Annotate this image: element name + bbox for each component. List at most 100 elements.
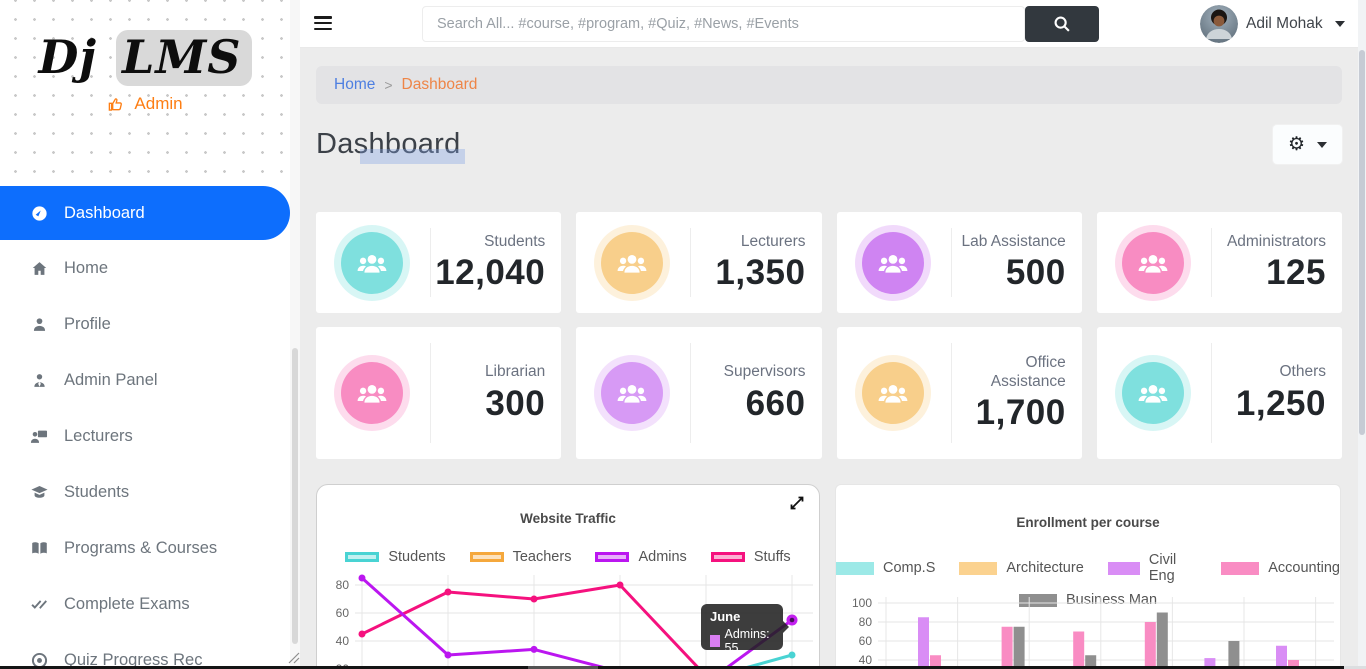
stat-label: Office Assistance	[990, 353, 1066, 390]
person-icon	[33, 317, 46, 331]
legend-label: Students	[388, 549, 446, 565]
avatar[interactable]	[1200, 5, 1238, 43]
legend-label: Stuffs	[753, 549, 791, 565]
legend-item-stuffs[interactable]: Stuffs	[710, 549, 791, 565]
stat-card-administrators: Administrators 125	[1096, 212, 1342, 313]
stat-card-lecturers: Lecturers 1,350	[576, 212, 822, 313]
sidebar-header: Dj LMS Admin	[0, 0, 290, 186]
users-group-icon	[878, 254, 907, 273]
users-group-icon	[861, 231, 924, 294]
stat-icon-halo	[854, 355, 931, 431]
legend-swatch	[1221, 561, 1260, 575]
stat-icon-halo	[594, 224, 671, 301]
users-group-icon	[1138, 385, 1168, 403]
stat-divider	[950, 228, 952, 297]
search-icon	[1054, 16, 1070, 32]
svg-text:40: 40	[859, 653, 873, 667]
sidebar-scrollbar[interactable]	[290, 0, 300, 669]
stat-card-office-assistance: Office Assistance 1,700	[836, 327, 1082, 459]
legend-label: Business Man	[1065, 592, 1158, 608]
users-group-icon	[617, 385, 647, 403]
legend-swatch	[595, 552, 630, 562]
stat-label: Administrators	[1226, 232, 1326, 250]
bottom-edge-segment	[528, 666, 598, 669]
sidebar-item-label: Home	[64, 258, 109, 277]
window-scrollbar-thumb[interactable]	[1359, 50, 1365, 435]
stat-card-librarian: Librarian 300	[316, 327, 562, 459]
stat-divider	[690, 343, 692, 443]
legend-item-students[interactable]: Students	[345, 549, 446, 565]
tooltip-title: June	[710, 609, 741, 624]
breadcrumb-current: Dashboard	[401, 76, 478, 93]
user-menu[interactable]: Adil Mohak	[1246, 0, 1345, 48]
users-group-icon	[341, 362, 403, 424]
menu-toggle-icon[interactable]	[314, 16, 332, 31]
stat-value: 125	[1266, 253, 1326, 293]
stat-icon-halo	[594, 355, 671, 431]
legend-item-comp-s[interactable]: Comp.S	[836, 560, 935, 576]
legend-swatch	[1107, 561, 1140, 575]
svg-text:60: 60	[859, 634, 873, 648]
stat-divider	[1210, 228, 1212, 297]
role-label-row: Admin	[0, 94, 290, 114]
sidebar-item-programs-and-courses[interactable]: Programs & Courses	[0, 520, 290, 576]
content: Home > Dashboard Dashboard ⚙ Students 12,…	[300, 48, 1366, 669]
legend-label: Admins	[638, 549, 687, 565]
sidebar-item-label: Lecturers	[64, 426, 133, 445]
chart-tooltip: June Admins: 55	[701, 604, 789, 655]
window-scrollbar[interactable]	[1358, 0, 1366, 669]
sidebar-item-home[interactable]: Home	[0, 240, 290, 296]
stat-icon-halo	[1114, 224, 1191, 301]
stat-label: Librarian	[484, 363, 546, 381]
users-group-icon	[601, 362, 664, 424]
stat-icon-halo	[854, 224, 931, 301]
breadcrumb: Home > Dashboard	[316, 66, 1342, 104]
users-group-icon	[1121, 231, 1184, 294]
sidebar-scrollbar-thumb[interactable]	[292, 348, 298, 644]
sidebar-item-dashboard[interactable]: Dashboard	[0, 186, 290, 240]
bar-chart-canvas[interactable]: 100 80 60 40	[836, 593, 1341, 669]
users-group-icon	[1121, 362, 1184, 424]
user-name: Adil Mohak	[1246, 15, 1323, 32]
chart-title: Enrollment per course	[1016, 515, 1160, 530]
search-input[interactable]	[422, 6, 1025, 42]
resize-handle-icon[interactable]	[287, 651, 300, 669]
svg-text:40: 40	[336, 634, 350, 648]
bottom-edge	[0, 666, 1344, 669]
role-label: Admin	[134, 94, 183, 113]
settings-button[interactable]: ⚙	[1273, 125, 1342, 164]
sidebar-item-admin-panel[interactable]: Admin Panel	[0, 352, 290, 408]
sidebar-item-label: Quiz Progress Rec	[64, 650, 203, 669]
legend-item-teachers[interactable]: Teachers	[469, 549, 571, 565]
enrollment-card: Enrollment per course Comp.S Architecture…	[835, 484, 1341, 669]
home-icon	[32, 261, 47, 275]
stat-label: Students	[484, 232, 546, 250]
sidebar-item-label: Students	[64, 482, 130, 501]
sidebar-item-profile[interactable]: Profile	[0, 296, 290, 352]
logo-badge: LMS	[116, 30, 252, 86]
sidebar-item-lecturers[interactable]: Lecturers	[0, 408, 290, 464]
sidebar-item-quiz-progress-rec[interactable]: Quiz Progress Rec	[0, 632, 290, 669]
legend-swatch	[959, 561, 998, 575]
svg-text:20: 20	[336, 662, 350, 669]
stat-label: Lab Assistance	[961, 232, 1066, 250]
legend-item-admins[interactable]: Admins	[595, 549, 687, 565]
sidebar-menu: Dashboard Home Profile Admin Panel Lecturers…	[0, 186, 290, 669]
stat-value: 660	[745, 383, 806, 423]
sidebar-item-complete-exams[interactable]: Complete Exams	[0, 576, 290, 632]
tooltip-swatch	[710, 635, 720, 647]
double-check-icon	[31, 599, 47, 609]
users-group-icon	[357, 385, 387, 403]
legend-item-architecture[interactable]: Architecture	[959, 560, 1084, 576]
sidebar-item-students[interactable]: Students	[0, 464, 290, 520]
expand-icon[interactable]	[789, 495, 805, 516]
legend-swatch	[469, 552, 504, 562]
search-button[interactable]	[1025, 6, 1099, 42]
legend-label: Comp.S	[883, 560, 936, 576]
breadcrumb-home-link[interactable]: Home	[334, 76, 376, 93]
legend-item-civil-eng[interactable]: Civil Eng	[1107, 552, 1197, 584]
legend-swatch	[836, 561, 874, 575]
users-group-icon	[357, 254, 387, 273]
app-logo[interactable]: Dj LMS	[0, 0, 290, 86]
legend-item-accounting[interactable]: Accounting	[1221, 560, 1340, 576]
